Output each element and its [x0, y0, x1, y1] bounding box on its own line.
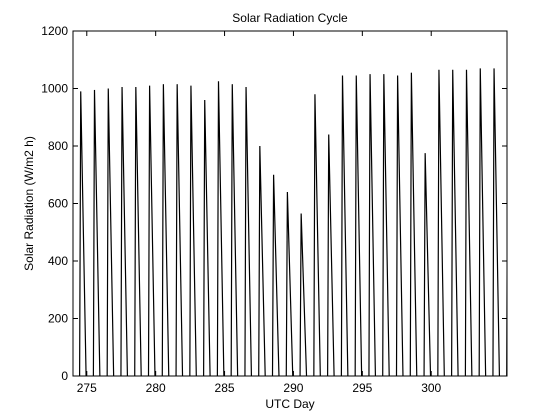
y-tick-label: 1200 — [41, 24, 68, 38]
x-tick-label: 290 — [283, 381, 303, 395]
y-tick-label: 400 — [48, 254, 68, 268]
x-tick-label: 275 — [77, 381, 97, 395]
tick-layer: 275 280 285 290 295 300 0 200 400 600 800 1000 1200 — [41, 24, 507, 395]
x-tick-label: 300 — [421, 381, 441, 395]
y-axis-title: Solar Radiation (W/m2 h) — [22, 136, 36, 271]
plot-frame — [72, 30, 508, 377]
y-tick-label: 0 — [61, 369, 68, 383]
y-tick-label: 800 — [48, 139, 68, 153]
solar-radiation-series-line — [79, 68, 507, 376]
plot-background — [73, 31, 507, 376]
y-tick-label: 1000 — [41, 82, 68, 96]
chart-title: Solar Radiation Cycle — [232, 11, 348, 25]
series-layer — [79, 68, 507, 376]
x-axis-title: UTC Day — [265, 397, 314, 411]
x-tick-label: 280 — [146, 381, 166, 395]
x-tick-label: 285 — [215, 381, 235, 395]
x-tick-label: 295 — [352, 381, 372, 395]
y-tick-label: 600 — [48, 197, 68, 211]
y-tick-label: 200 — [48, 312, 68, 326]
